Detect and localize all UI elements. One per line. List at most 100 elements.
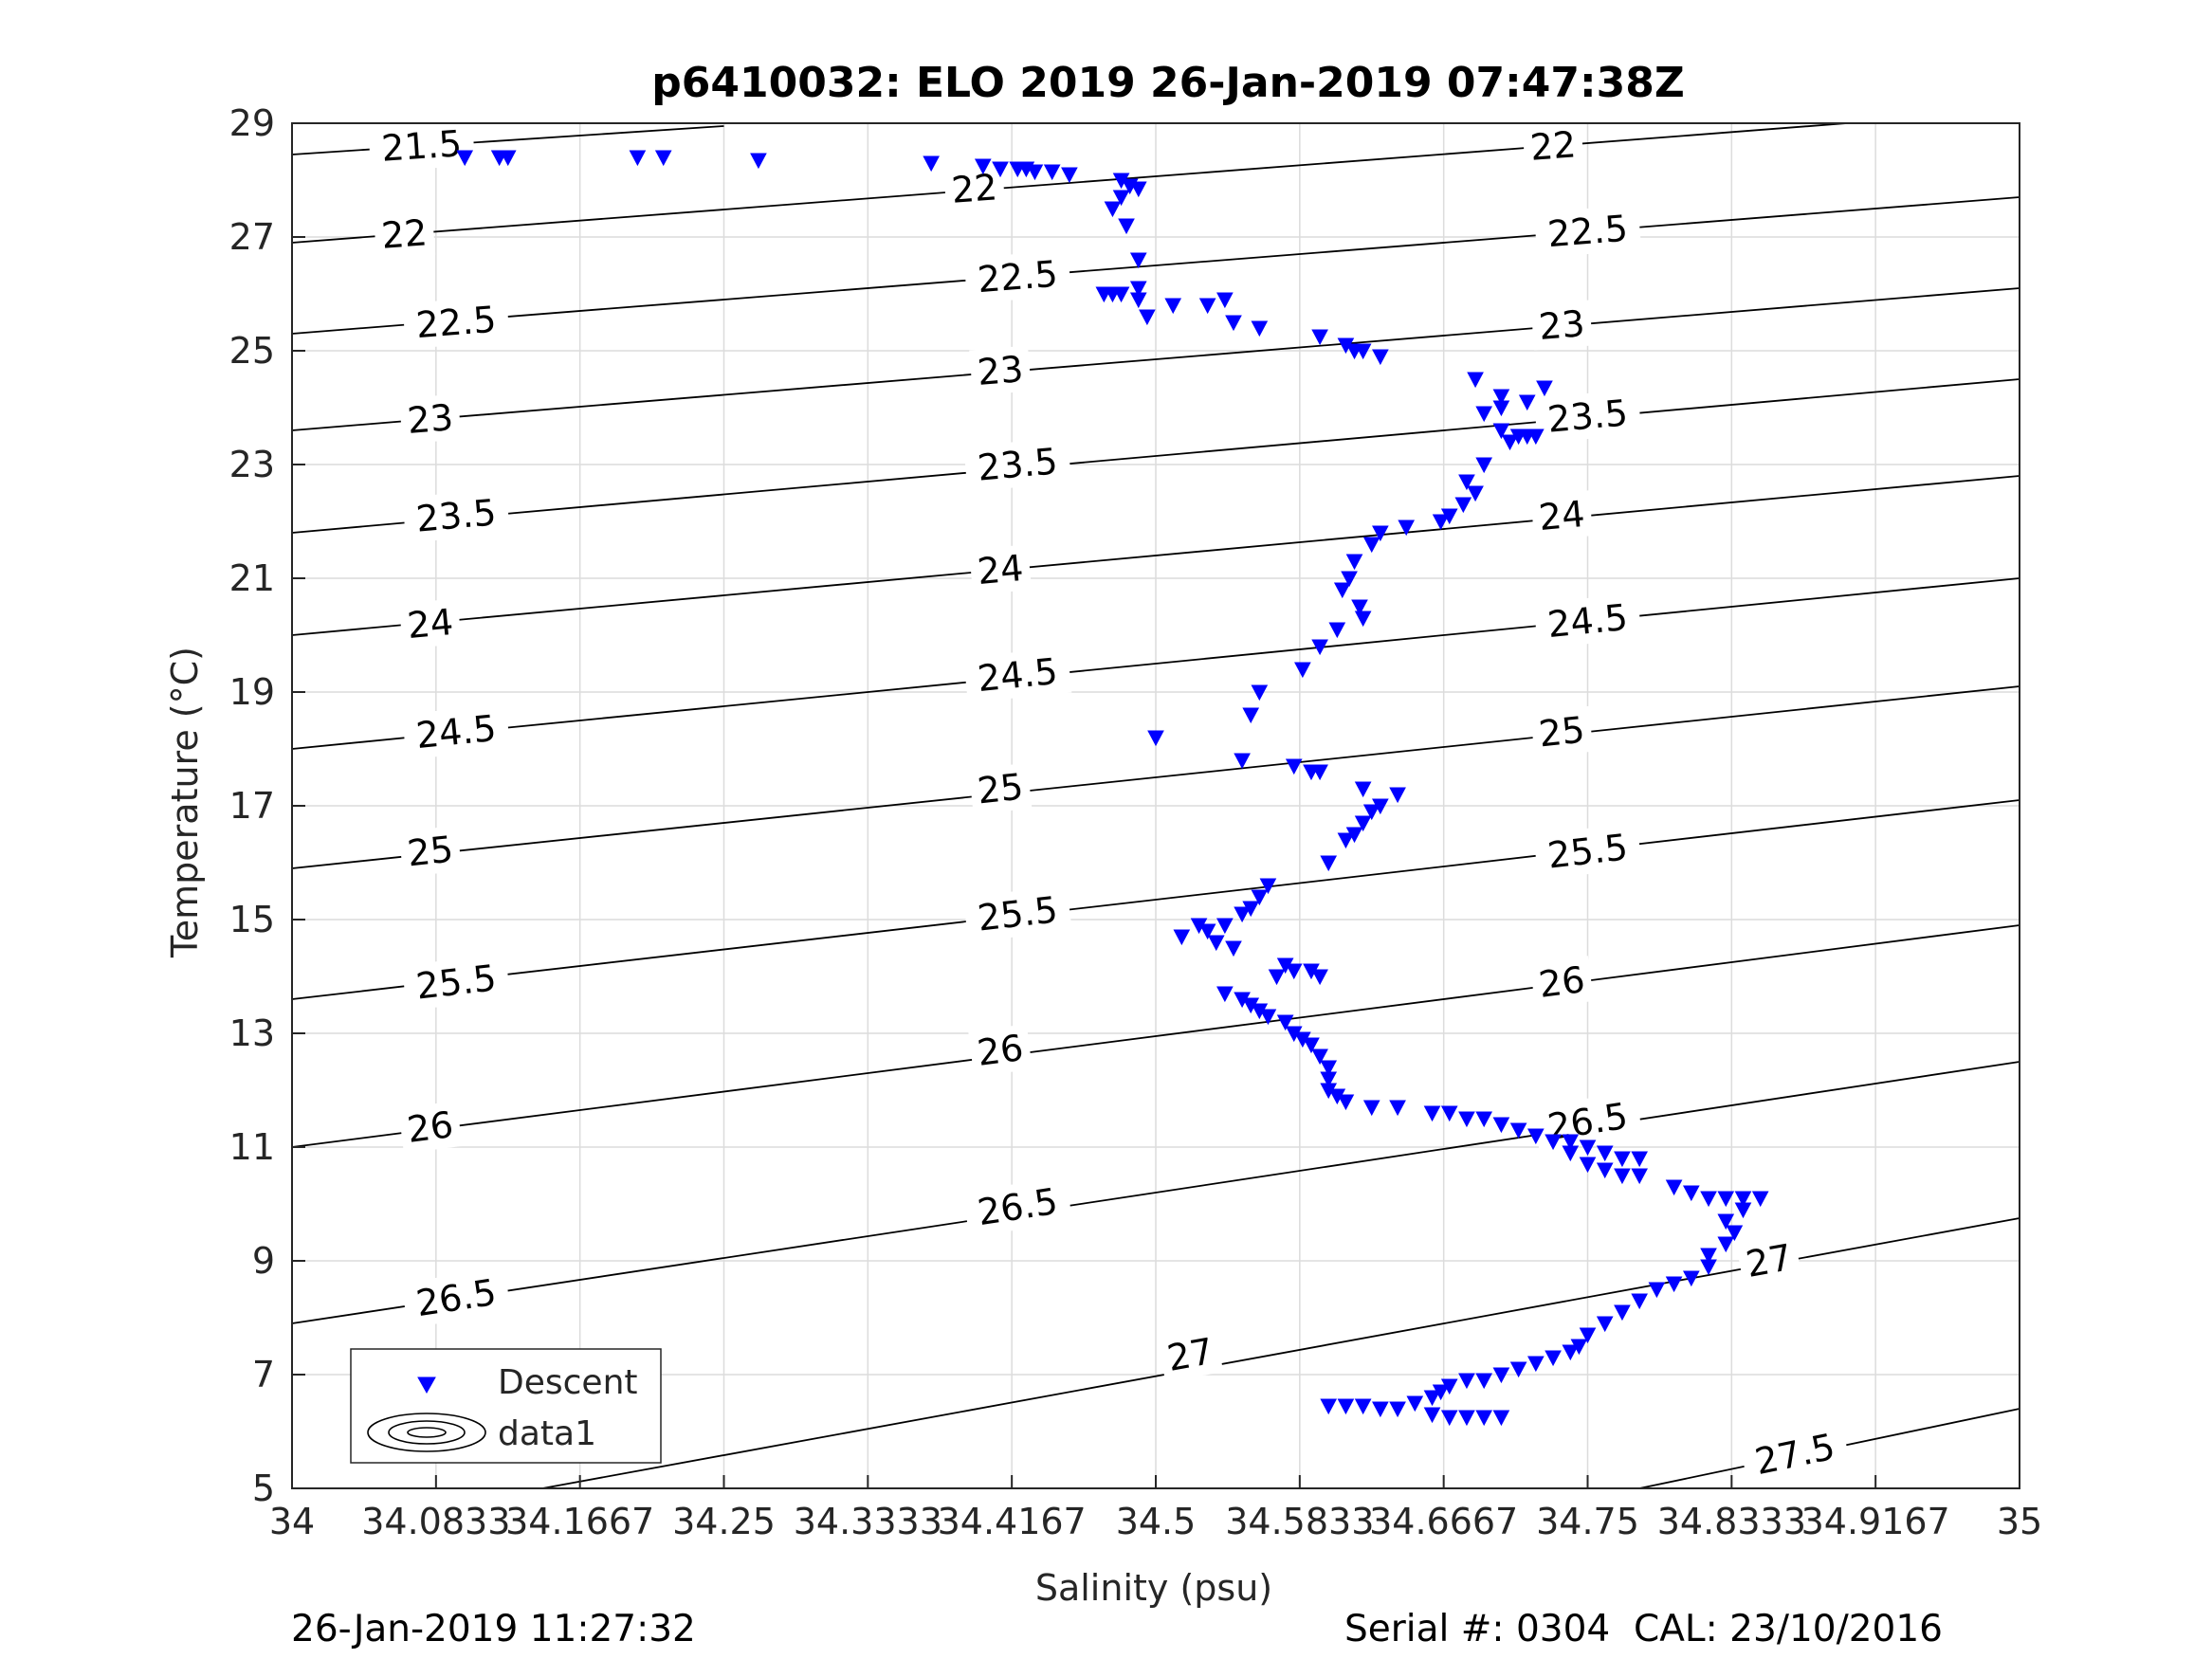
legend-descent-marker (417, 1376, 436, 1395)
descent-point (1545, 1350, 1562, 1367)
contour-line (291, 287, 2020, 431)
descent-point (1234, 753, 1251, 770)
contour-label-background (1529, 705, 1594, 758)
descent-point (1129, 292, 1147, 309)
descent-point (1406, 1395, 1424, 1413)
descent-point (1501, 434, 1519, 451)
descent-point (1389, 787, 1406, 804)
contour-label: 22.5 (414, 299, 498, 347)
descent-point (1311, 764, 1328, 781)
x-tick-label: 35 (1997, 1501, 2042, 1542)
descent-point (1147, 730, 1164, 747)
descent-point (1751, 1191, 1769, 1208)
legend-box (350, 1348, 662, 1464)
descent-point (1311, 969, 1328, 986)
descent-point (1164, 298, 1182, 315)
descent-point (1596, 1162, 1614, 1179)
x-tick-label: 34 (269, 1501, 315, 1542)
legend-label-data1: data1 (498, 1414, 596, 1453)
contour-label: 24 (1537, 493, 1586, 538)
descent-point (1562, 1145, 1580, 1162)
descent-point (1454, 497, 1472, 514)
contour-label: 25 (405, 829, 455, 875)
contour-label-background (942, 163, 1006, 214)
contour-label-background (963, 249, 1071, 304)
chart-title: p6410032: ELO 2019 26-Jan-2019 07:47:38Z (651, 59, 1684, 107)
descent-point (750, 153, 767, 170)
descent-point (1458, 1373, 1475, 1390)
contour-label: 24 (976, 547, 1025, 592)
contour-line (291, 196, 2020, 335)
descent-point (1216, 986, 1234, 1003)
descent-point (1311, 1048, 1328, 1066)
descent-point (1354, 1398, 1372, 1415)
descent-point (1354, 343, 1372, 360)
descent-point (1467, 372, 1484, 389)
y-tick-label: 17 (229, 785, 275, 827)
contour-label: 27 (1164, 1330, 1216, 1379)
x-tick-label: 34.6667 (1369, 1501, 1518, 1542)
x-tick-label: 34.0833 (361, 1501, 510, 1542)
descent-point (1631, 1293, 1648, 1310)
descent-point (992, 161, 1009, 178)
contour-line (291, 378, 2020, 534)
descent-point (1440, 1410, 1458, 1427)
descent-point (1354, 611, 1372, 628)
descent-point (1372, 525, 1389, 542)
descent-point (1173, 929, 1191, 946)
legend: Descent data1 (350, 1348, 662, 1464)
descent-point (1198, 298, 1216, 315)
descent-point (1026, 164, 1044, 181)
descent-point (1734, 1202, 1752, 1219)
footer-timestamp: 26-Jan-2019 11:27:32 (291, 1608, 696, 1650)
descent-point (1276, 1014, 1294, 1031)
descent-point (1251, 889, 1269, 906)
contour-line (291, 475, 2020, 636)
contour-label-background (1533, 204, 1642, 259)
descent-point (1665, 1276, 1683, 1293)
contour-label-background (1533, 592, 1642, 649)
contour-label: 24.5 (1545, 596, 1630, 646)
contour-label-background (373, 209, 436, 260)
descent-point (1509, 1361, 1527, 1378)
contour-label: 26 (1536, 958, 1587, 1006)
y-tick-label: 27 (229, 216, 275, 258)
x-tick-label: 34.5833 (1225, 1501, 1374, 1542)
descent-point (1492, 400, 1510, 417)
descent-point (1129, 181, 1147, 198)
descent-point (1527, 428, 1545, 446)
descent-point (1440, 1105, 1458, 1122)
descent-point (1614, 1151, 1631, 1168)
descent-point (1475, 457, 1493, 474)
descent-point (1242, 707, 1260, 724)
descent-point (1545, 1134, 1562, 1151)
descent-point (1492, 1367, 1510, 1384)
y-tick-label: 9 (252, 1240, 275, 1282)
contour-label: 23.5 (1545, 392, 1629, 440)
descent-point (1259, 1009, 1277, 1026)
contour-line (291, 685, 2020, 869)
descent-point (1700, 1248, 1717, 1265)
descent-point (629, 150, 647, 167)
contour-label-background (402, 488, 510, 543)
contour-label-background (401, 1267, 512, 1328)
descent-point (1129, 252, 1147, 269)
descent-markers (456, 150, 1769, 1427)
descent-point (1207, 935, 1225, 952)
descent-point (1320, 1071, 1338, 1088)
y-tick-label: 19 (229, 671, 275, 713)
descent-point (1682, 1270, 1700, 1287)
descent-point (1536, 380, 1553, 397)
y-tick-label: 25 (229, 330, 275, 372)
contour-label-background (368, 119, 476, 173)
descent-point (1562, 1134, 1580, 1151)
descent-point (1527, 1356, 1545, 1373)
contour-label-background (1530, 300, 1594, 351)
descent-point (1579, 1327, 1597, 1344)
contour-label: 25.5 (414, 957, 499, 1007)
x-tick-label: 34.5 (1116, 1501, 1197, 1542)
contour-label-background (1529, 956, 1594, 1009)
contour-label: 22 (380, 211, 430, 257)
descent-point (1341, 571, 1358, 588)
descent-point (1294, 662, 1311, 679)
